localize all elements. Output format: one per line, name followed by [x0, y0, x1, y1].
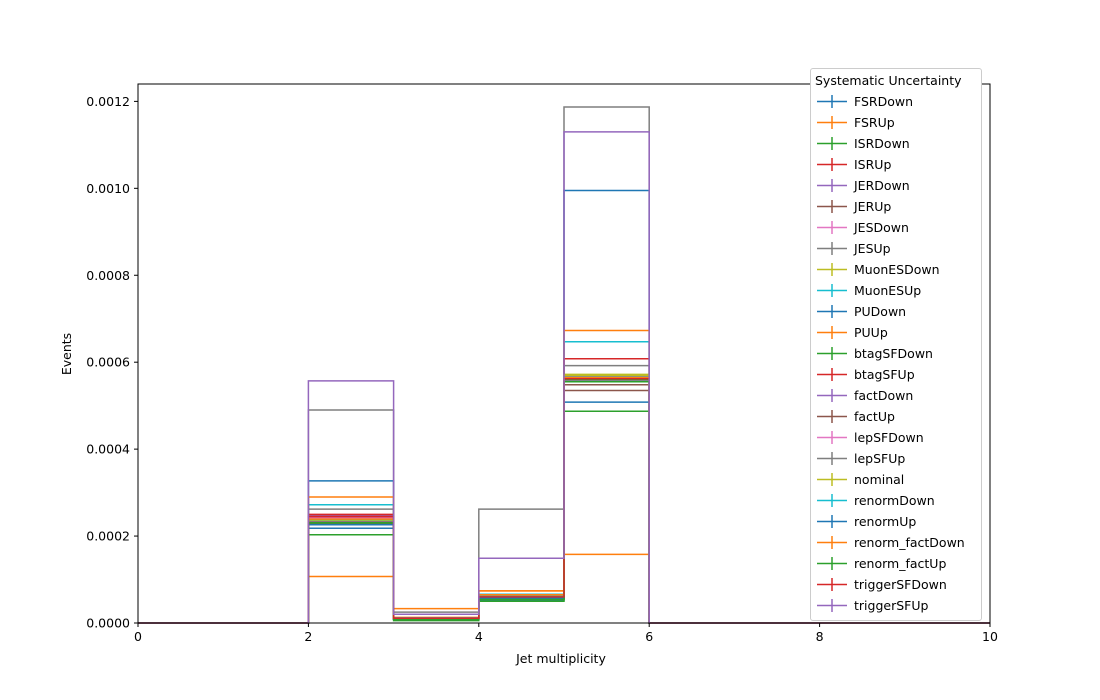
legend-item-renorm_factUp: renorm_factUp: [811, 553, 981, 574]
legend-item-JERUp: JERUp: [811, 196, 981, 217]
legend-label: factDown: [854, 388, 914, 403]
legend-item-ISRUp: ISRUp: [811, 154, 981, 175]
legend-swatch-icon: [817, 116, 847, 129]
legend-swatch-icon: [817, 473, 847, 486]
legend-swatch-icon: [817, 95, 847, 108]
y-tick-label: 0.0006: [86, 355, 130, 370]
legend-item-triggerSFUp: triggerSFUp: [811, 595, 981, 616]
legend-swatch-icon: [817, 347, 847, 360]
legend-swatch-icon: [817, 557, 847, 570]
legend-item-btagSFDown: btagSFDown: [811, 343, 981, 364]
legend-label: JERDown: [854, 178, 910, 193]
legend-swatch-icon: [817, 515, 847, 528]
legend-item-btagSFUp: btagSFUp: [811, 364, 981, 385]
legend-item-PUUp: PUUp: [811, 322, 981, 343]
x-tick-label: 10: [982, 629, 998, 644]
legend-label: renormDown: [854, 493, 935, 508]
legend-title: Systematic Uncertainty: [815, 73, 962, 88]
legend-label: renorm_factUp: [854, 556, 947, 571]
legend-label: renorm_factDown: [854, 535, 965, 550]
legend-item-factDown: factDown: [811, 385, 981, 406]
legend-swatch-icon: [817, 137, 847, 150]
legend-label: factUp: [854, 409, 895, 424]
legend: Systematic Uncertainty FSRDown FSRUp ISRDo…: [810, 68, 982, 621]
legend-swatch-icon: [817, 599, 847, 612]
legend-swatch-icon: [817, 263, 847, 276]
y-axis-label: Events: [59, 333, 74, 375]
legend-item-factUp: factUp: [811, 406, 981, 427]
legend-swatch-icon: [817, 494, 847, 507]
y-tick-label: 0.0004: [86, 442, 130, 457]
legend-label: FSRDown: [854, 94, 914, 109]
x-tick-label: 4: [475, 629, 483, 644]
legend-item-lepSFUp: lepSFUp: [811, 448, 981, 469]
legend-swatch-icon: [817, 536, 847, 549]
legend-label: btagSFUp: [854, 367, 915, 382]
legend-swatch-icon: [817, 389, 847, 402]
legend-label: JESDown: [854, 220, 909, 235]
legend-label: triggerSFDown: [854, 577, 947, 592]
legend-swatch-icon: [817, 179, 847, 192]
y-tick-label: 0.0000: [86, 616, 130, 631]
legend-item-nominal: nominal: [811, 469, 981, 490]
legend-swatch-icon: [817, 452, 847, 465]
legend-label: renormUp: [854, 514, 917, 529]
plot-frame: [137, 83, 991, 624]
legend-swatch-icon: [817, 221, 847, 234]
legend-item-JERDown: JERDown: [811, 175, 981, 196]
legend-label: MuonESDown: [854, 262, 940, 277]
x-tick-label: 2: [304, 629, 312, 644]
legend-item-lepSFDown: lepSFDown: [811, 427, 981, 448]
legend-label: lepSFUp: [854, 451, 906, 466]
y-tick-label: 0.0008: [86, 268, 130, 283]
legend-label: lepSFDown: [854, 430, 924, 445]
legend-label: JESUp: [854, 241, 891, 256]
legend-swatch-icon: [817, 368, 847, 381]
y-tick-label: 0.0012: [86, 94, 130, 109]
legend-item-PUDown: PUDown: [811, 301, 981, 322]
legend-label: triggerSFUp: [854, 598, 929, 613]
legend-label: btagSFDown: [854, 346, 933, 361]
legend-item-triggerSFDown: triggerSFDown: [811, 574, 981, 595]
x-tick-label: 6: [645, 629, 653, 644]
legend-label: MuonESUp: [854, 283, 922, 298]
legend-label: ISRDown: [854, 136, 910, 151]
legend-label: FSRUp: [854, 115, 895, 130]
axes: 0 2 4 6 8 10 0.0000 0.0002 0.0004 0.0006 0.0008 0.0…: [86, 83, 998, 644]
legend-label: nominal: [854, 472, 905, 487]
legend-swatch-icon: [817, 158, 847, 171]
legend-label: JERUp: [854, 199, 892, 214]
legend-swatch-icon: [817, 431, 847, 444]
legend-items: FSRDown FSRUp ISRDown ISRUp JERDown JERUp JESD…: [811, 91, 981, 616]
legend-item-MuonESDown: MuonESDown: [811, 259, 981, 280]
x-tick-label: 8: [816, 629, 824, 644]
y-tick-label: 0.0010: [86, 181, 130, 196]
legend-swatch-icon: [817, 200, 847, 213]
legend-label: ISRUp: [854, 157, 892, 172]
legend-swatch-icon: [817, 284, 847, 297]
legend-item-JESUp: JESUp: [811, 238, 981, 259]
legend-swatch-icon: [817, 326, 847, 339]
legend-swatch-icon: [817, 578, 847, 591]
legend-item-FSRDown: FSRDown: [811, 91, 981, 112]
x-tick-label: 0: [134, 629, 142, 644]
legend-item-MuonESUp: MuonESUp: [811, 280, 981, 301]
y-tick-label: 0.0002: [86, 529, 130, 544]
legend-label: PUUp: [854, 325, 888, 340]
legend-item-renormDown: renormDown: [811, 490, 981, 511]
legend-item-ISRDown: ISRDown: [811, 133, 981, 154]
legend-swatch-icon: [817, 410, 847, 423]
legend-item-renormUp: renormUp: [811, 511, 981, 532]
legend-item-JESDown: JESDown: [811, 217, 981, 238]
legend-swatch-icon: [817, 242, 847, 255]
legend-swatch-icon: [817, 305, 847, 318]
legend-item-FSRUp: FSRUp: [811, 112, 981, 133]
legend-item-renorm_factDown: renorm_factDown: [811, 532, 981, 553]
legend-label: PUDown: [854, 304, 907, 319]
x-axis-label: Jet multiplicity: [515, 651, 606, 666]
